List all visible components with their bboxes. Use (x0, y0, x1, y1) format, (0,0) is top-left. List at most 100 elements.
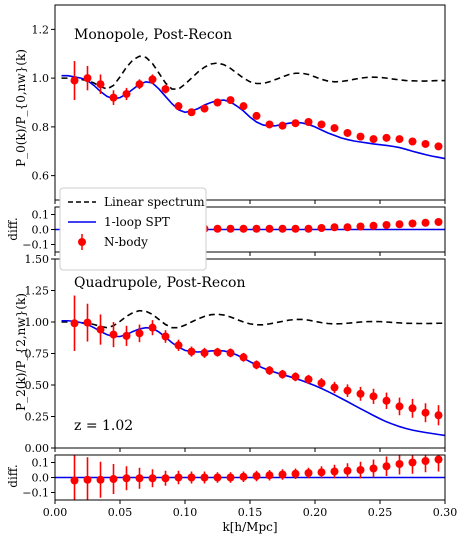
monopole-diff-nbody-point (291, 224, 300, 233)
quadrupole-nbody-point (135, 329, 144, 338)
monopole-title: Monopole, Post-Recon (74, 27, 232, 43)
xtick-label: 0.25 (368, 506, 393, 519)
quadrupole-diff-ytick-label: 0.1 (32, 457, 50, 470)
quadrupole-nbody-point (122, 331, 131, 340)
quadrupole-ytick-label: 1.50 (25, 253, 50, 266)
monopole-nbody-point (304, 118, 313, 126)
quadrupole-nbody-point (252, 360, 261, 369)
monopole-diff-nbody-point (421, 218, 430, 227)
monopole-nbody-point (96, 80, 105, 89)
quadrupole-diff-nbody-point (96, 475, 105, 484)
xtick-label: 0.15 (238, 506, 263, 519)
quadrupole-diff-nbody-point (226, 473, 235, 482)
quadrupole-diff-nbody-point (343, 466, 352, 475)
quadrupole-ytick-label: 1.00 (25, 316, 50, 329)
quadrupole-diff-nbody-point (161, 474, 170, 483)
quadrupole-title: Quadrupole, Post-Recon (74, 275, 246, 291)
legend-spt-label: 1-loop SPT (104, 215, 170, 229)
quadrupole-diff-panel: −0.1 0.0 0.1 0.00 0.05 0.10 0.15 0.20 0.25 0.30 (22, 454, 458, 519)
monopole-nbody-point (122, 89, 131, 98)
quadrupole-nbody-point (317, 379, 326, 388)
quadrupole-diff-ylabel: diff. (6, 464, 20, 487)
monopole-diff-ytick-label: 0.0 (32, 224, 50, 237)
monopole-nbody-point (239, 102, 248, 111)
quadrupole-diff-nbody-point (369, 464, 378, 473)
xtick-label: 0.30 (433, 506, 458, 519)
quadrupole-nbody-point (343, 386, 352, 395)
quadrupole-diff-nbody-point (291, 469, 300, 478)
xtick-label: 0.20 (303, 506, 328, 519)
quadrupole-diff-nbody-point (83, 475, 92, 484)
monopole-nbody-point (109, 93, 118, 102)
xtick-label: 0.05 (108, 506, 133, 519)
monopole-panel: 0.6 0.8 1.0 1.2 (32, 4, 446, 204)
quadrupole-diff-nbody-point (122, 474, 131, 483)
monopole-diff-nbody-point (330, 223, 339, 232)
quadrupole-diff-nbody-point (174, 473, 183, 482)
monopole-ylabel: P_0(k)/P_{0,nw}(k) (14, 49, 28, 167)
quadrupole-nbody-point (239, 353, 248, 362)
monopole-ytick-label: 0.8 (32, 121, 50, 134)
monopole-nbody-point (434, 142, 443, 151)
monopole-nbody-point (174, 102, 183, 111)
legend-frame (59, 187, 207, 271)
xtick-label: 0.00 (43, 506, 68, 519)
legend: Linear spectrum 1-loop SPT N-body (59, 187, 207, 271)
quadrupole-nbody-point (213, 348, 222, 357)
monopole-ytick-label: 1.0 (32, 72, 50, 85)
redshift-annotation: z = 1.02 (74, 418, 133, 434)
monopole-diff-nbody-point (434, 218, 443, 226)
monopole-diff-nbody-point (382, 221, 391, 229)
quadrupole-nbody-point (161, 332, 170, 341)
monopole-nbody-point (265, 120, 274, 129)
legend-nbody-marker (78, 238, 86, 246)
quadrupole-panel: 0.00 0.25 0.50 0.75 1.00 1.25 1.50 (25, 253, 446, 455)
quadrupole-diff-nbody-point (304, 469, 313, 477)
monopole-diff-nbody-point (213, 224, 222, 233)
quadrupole-nbody-point (109, 330, 118, 339)
quadrupole-nbody-point (356, 389, 365, 398)
quadrupole-nbody-point (83, 318, 92, 327)
quadrupole-diff-nbody-point (408, 458, 417, 467)
monopole-nbody-point (291, 119, 300, 128)
monopole-diff-nbody-point (226, 224, 235, 233)
monopole-ytick-label: 0.6 (32, 170, 50, 183)
quadrupole-diff-nbody-point (278, 470, 287, 479)
quadrupole-linear-spectrum-line (61, 309, 445, 329)
monopole-nbody-point (135, 80, 144, 89)
quadrupole-diff-nbody-point (187, 473, 196, 482)
quadrupole-diff-nbody-point (434, 455, 443, 464)
monopole-nbody-point (70, 76, 79, 85)
monopole-nbody-point (200, 104, 209, 113)
x-axis-label: k[h/Mpc] (222, 520, 277, 534)
quadrupole-diff-nbody-point (213, 473, 222, 482)
quadrupole-diff-ytick-label: −0.1 (22, 487, 49, 500)
quadrupole-diff-nbody-point (382, 462, 391, 471)
monopole-diff-nbody-point (369, 221, 378, 230)
monopole-nbody-point (226, 96, 235, 105)
quadrupole-nbody-point (369, 392, 378, 401)
monopole-nbody-point (330, 124, 339, 133)
monopole-nbody-point (356, 132, 365, 141)
quadrupole-diff-nbody-point (356, 466, 365, 474)
monopole-nbody-point (213, 98, 222, 107)
monopole-nbody-point (278, 121, 287, 130)
monopole-ytick-label: 1.2 (32, 23, 50, 36)
monopole-diff-nbody-point (408, 219, 417, 228)
quadrupole-ylabel: P_2(k)/P_{2,nw}(k) (14, 293, 28, 411)
quadrupole-diff-plot-area (55, 455, 445, 500)
quadrupole-nbody-point (421, 408, 430, 417)
monopole-nbody-point (382, 133, 391, 142)
quadrupole-plot-area (61, 295, 445, 437)
quadrupole-nbody-point (96, 325, 105, 334)
quadrupole-diff-nbody-point (135, 474, 144, 483)
monopole-diff-nbody-point (239, 224, 248, 233)
quadrupole-nbody-point (70, 319, 79, 328)
legend-nbody-label: N-body (104, 235, 148, 249)
monopole-nbody-point (161, 85, 170, 94)
quadrupole-nbody-point (304, 375, 313, 384)
monopole-nbody-point (83, 74, 92, 83)
legend-linear-label: Linear spectrum (104, 195, 205, 209)
quadrupole-nbody-point (434, 411, 443, 420)
